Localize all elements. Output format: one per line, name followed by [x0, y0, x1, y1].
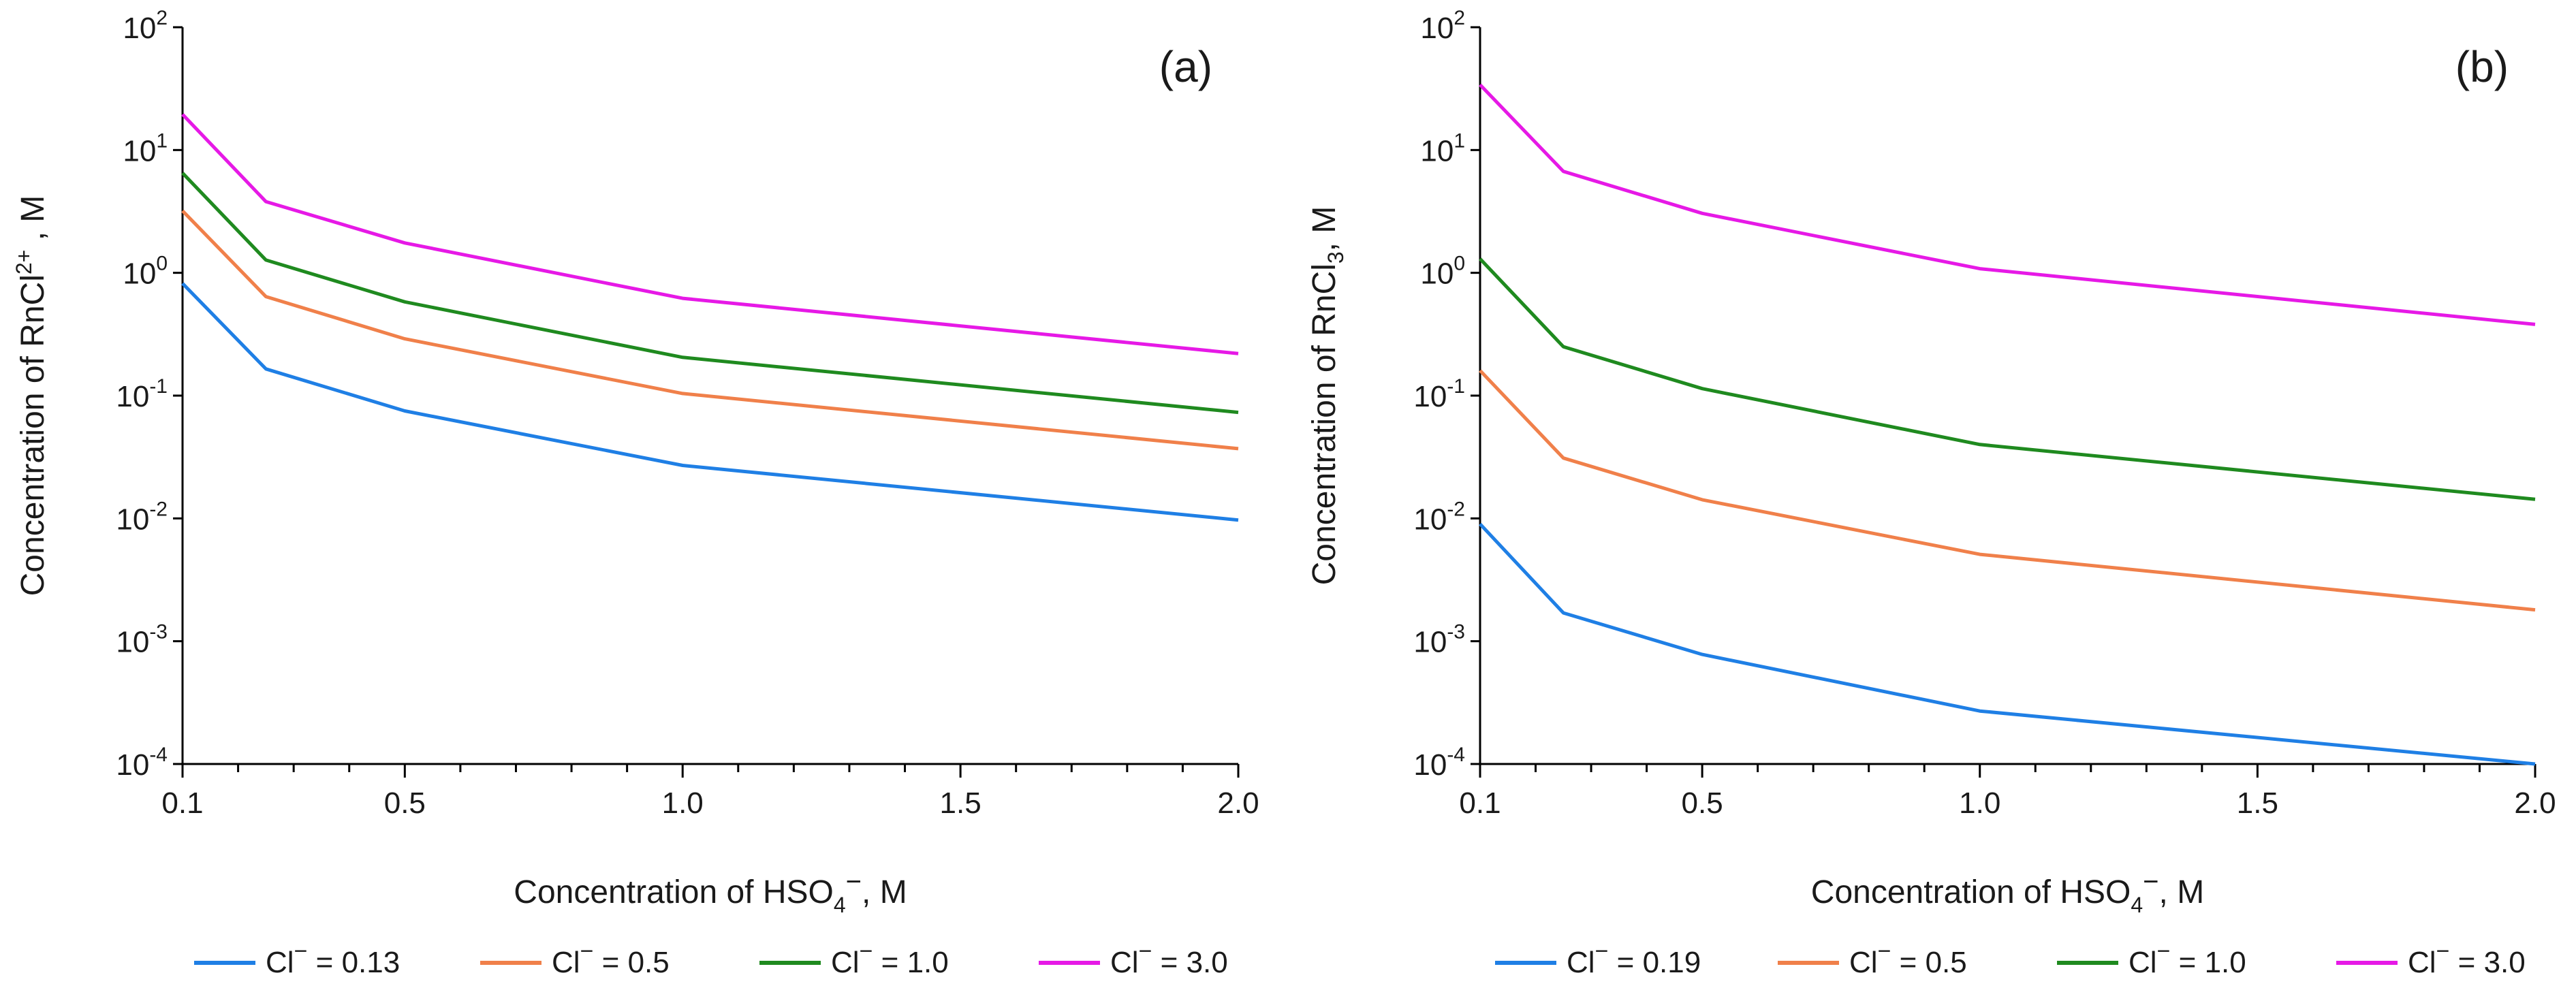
- x-tick-label: 1.0: [1959, 786, 2000, 820]
- panel-label: (a): [1159, 42, 1212, 91]
- y-axis-title: Concentration of RnCl2+ , M: [12, 195, 51, 596]
- legend-label: Cl− = 3.0: [1110, 938, 1228, 979]
- x-tick-label: 0.1: [1459, 786, 1501, 820]
- x-tick-label: 0.5: [384, 786, 426, 820]
- y-tick-label: 10-4: [1413, 744, 1465, 782]
- series-line-3: [181, 172, 1239, 415]
- series-line-2: [181, 209, 1239, 451]
- x-tick-label: 1.0: [662, 786, 704, 820]
- series-line-4: [181, 113, 1239, 355]
- y-tick-label: 10-1: [1413, 375, 1465, 413]
- series-line-1: [181, 282, 1239, 522]
- x-axis-title: Concentration of HSO4−, M: [514, 867, 907, 917]
- legend-label: Cl− = 1.0: [831, 938, 949, 979]
- y-tick-label: 10-3: [116, 621, 168, 659]
- y-tick-label: 10-2: [116, 498, 168, 536]
- y-tick-label: 10-4: [116, 744, 168, 782]
- chart-panel-a: 102 101 100 10-1 10-2 10-3 10-4 0.1 0.5 1.0 1.5 2.0…: [12, 7, 1259, 979]
- series-line-1: [1479, 522, 2536, 766]
- x-axis-title: Concentration of HSO4−, M: [1811, 867, 2204, 917]
- legend-label: Cl− = 0.5: [552, 938, 670, 979]
- panel-label: (b): [2455, 42, 2509, 91]
- series-line-4: [1479, 83, 2536, 326]
- x-tick-label: 2.0: [1217, 786, 1259, 820]
- y-tick-label: 101: [1420, 129, 1465, 168]
- series-line-2: [1479, 369, 2536, 612]
- y-tick-label: 100: [123, 253, 168, 291]
- x-tick-label: 1.5: [2237, 786, 2278, 820]
- y-tick-label: 101: [123, 129, 168, 168]
- x-tick-label: 0.1: [161, 786, 203, 820]
- series-line-3: [1479, 257, 2536, 501]
- legend-label: Cl− = 0.19: [1567, 938, 1701, 979]
- y-axis-title: Concentration of RnCl3, M: [1306, 206, 1348, 586]
- y-tick-label: 102: [123, 7, 168, 45]
- chart-panel-b: 102 101 100 10-1 10-2 10-3 10-4 0.1 0.5 1.0 1.5 2.0…: [1306, 7, 2556, 979]
- y-tick-label: 10-1: [116, 375, 168, 413]
- legend-label: Cl− = 0.13: [266, 938, 400, 979]
- y-tick-label: 10-2: [1413, 498, 1465, 536]
- x-tick-label: 0.5: [1682, 786, 1723, 820]
- y-tick-label: 10-3: [1413, 621, 1465, 659]
- x-tick-label: 2.0: [2514, 786, 2556, 820]
- legend-label: Cl− = 1.0: [2129, 938, 2246, 979]
- legend-label: Cl− = 3.0: [2408, 938, 2526, 979]
- x-tick-label: 1.5: [940, 786, 981, 820]
- y-tick-label: 102: [1420, 7, 1465, 45]
- y-tick-label: 100: [1420, 253, 1465, 291]
- legend-label: Cl− = 0.5: [1849, 938, 1967, 979]
